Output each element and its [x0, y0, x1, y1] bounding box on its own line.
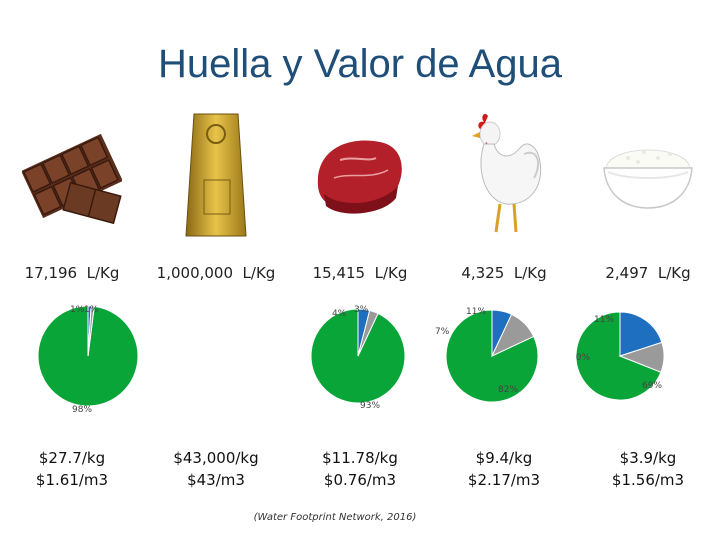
- price-per-kg: $27.7/kg: [38, 449, 106, 467]
- water-footprint-label: 15,415 L/Kg: [312, 264, 408, 282]
- water-footprint-label: 1,000,000 L/Kg: [156, 264, 276, 282]
- product-column-rice: 2,497 L/Kg 69% 20% 11% $3.9/kg $1.56/m3: [576, 0, 720, 540]
- pie-label-1: 7%: [435, 327, 450, 337]
- pie-label-2: 1%: [84, 305, 99, 315]
- water-footprint-pie-beef: 93% 4% 3%: [310, 305, 406, 411]
- value-block: $43,000/kg $43/m3: [144, 447, 288, 491]
- pie-slice-2: [87, 305, 95, 357]
- price-per-kg: $11.78/kg: [322, 449, 398, 467]
- water-footprint-pie-chocolate: 98% 1% 1%: [37, 305, 139, 415]
- chocolate-icon: [22, 133, 122, 225]
- pie-label-2: 3%: [354, 305, 369, 315]
- product-column-beef: 15,415 L/Kg 93% 4% 3% $11.78/kg $0.76/m3: [288, 0, 432, 540]
- pie-label-0: 98%: [72, 405, 92, 415]
- water-footprint-pie-rice: 69% 20% 11%: [576, 311, 665, 401]
- price-per-m3: $0.76/m3: [323, 471, 397, 489]
- water-footprint-pie-gold: [144, 300, 288, 420]
- product-column-chocolate: 17,196 L/Kg 98% 1% 1% $27.7/kg $1.61/m3: [0, 0, 144, 540]
- pie-label-0: 69%: [642, 381, 662, 391]
- price-per-m3: $1.61/m3: [35, 471, 109, 489]
- pie-slice-2: [357, 309, 379, 357]
- source-citation: (Water Footprint Network, 2016): [253, 512, 417, 523]
- pie-label-1: 1%: [70, 305, 85, 315]
- pie-label-0: 82%: [498, 385, 518, 395]
- price-per-m3: $1.56/m3: [611, 471, 685, 489]
- price-per-kg: $9.4/kg: [475, 449, 533, 467]
- price-per-m3: $43/m3: [187, 471, 245, 489]
- product-column-chicken: 4,325 L/Kg 82% 7% 11% $9.4/kg $2.17/m3: [432, 0, 576, 540]
- gold-bar-icon: [185, 113, 247, 237]
- pie-slice-2: [618, 341, 665, 373]
- pie-slice-1: [619, 311, 663, 357]
- beef-icon: [317, 140, 402, 214]
- page-title: Huella y Valor de Agua: [158, 42, 562, 86]
- rice-icon: [603, 149, 693, 209]
- pie-label-1: 20%: [576, 353, 590, 363]
- product-column-gold: 1,000,000 L/Kg $43,000/kg $43/m3: [144, 0, 288, 540]
- pie-slice-0: [576, 311, 662, 401]
- price-per-m3: $2.17/m3: [467, 471, 541, 489]
- value-block: $9.4/kg $2.17/m3: [432, 447, 576, 491]
- water-footprint-pie-chicken: 82% 7% 11%: [435, 307, 539, 403]
- value-block: $3.9/kg $1.56/m3: [576, 447, 720, 491]
- pie-label-0: 93%: [360, 401, 380, 411]
- price-per-kg: $43,000/kg: [173, 449, 259, 467]
- water-footprint-label: 4,325 L/Kg: [461, 264, 547, 282]
- price-per-kg: $3.9/kg: [619, 449, 677, 467]
- water-footprint-label: 17,196 L/Kg: [24, 264, 120, 282]
- pie-slice-2: [490, 313, 535, 358]
- value-block: $11.78/kg $0.76/m3: [288, 447, 432, 491]
- chicken-icon: [472, 113, 542, 233]
- value-block: $27.7/kg $1.61/m3: [0, 447, 144, 491]
- pie-label-1: 4%: [332, 309, 347, 319]
- pie-label-2: 11%: [594, 315, 614, 325]
- water-footprint-label: 2,497 L/Kg: [605, 264, 691, 282]
- pie-label-2: 11%: [466, 307, 486, 317]
